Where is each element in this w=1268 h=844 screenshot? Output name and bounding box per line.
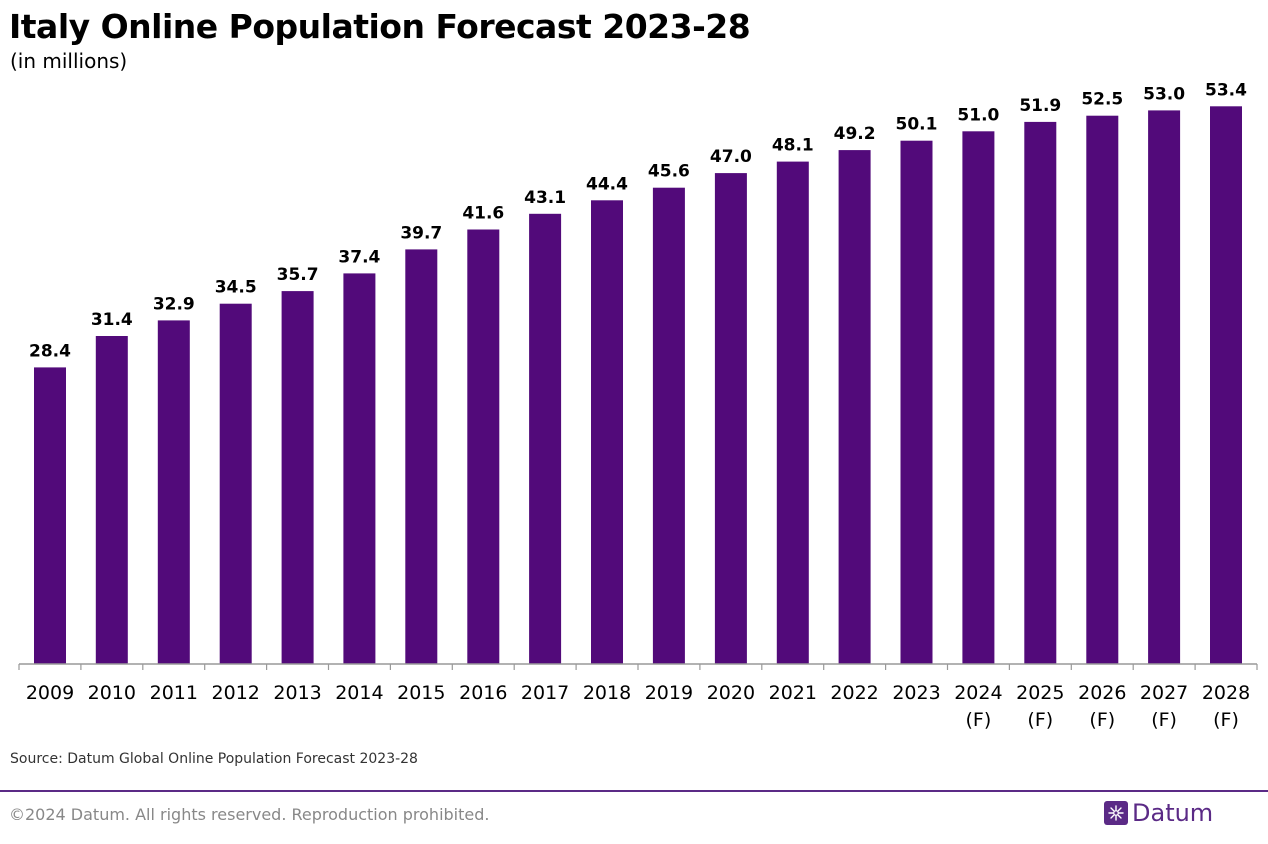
- x-tick-label-16-line2: (F): [1027, 709, 1053, 731]
- bar-15: [962, 131, 995, 665]
- value-label-1: 31.4: [91, 310, 133, 330]
- x-tick-label-10: 2019: [645, 682, 693, 704]
- x-tick-label-15-line2: (F): [966, 709, 992, 731]
- bar-8: [529, 213, 562, 665]
- value-label-9: 44.4: [586, 174, 628, 194]
- bar-13: [838, 150, 871, 665]
- value-label-7: 41.6: [462, 204, 504, 224]
- value-label-16: 51.9: [1019, 96, 1061, 116]
- bar-18: [1148, 110, 1181, 664]
- value-label-0: 28.4: [29, 341, 71, 361]
- bar-1: [95, 336, 128, 664]
- x-tick-label-16: 2025: [1016, 682, 1064, 704]
- x-tick-label-4: 2013: [273, 682, 321, 704]
- x-tick-label-18: 2027: [1140, 682, 1188, 704]
- x-tick-label-19: 2028: [1202, 682, 1250, 704]
- value-label-13: 49.2: [834, 124, 876, 144]
- footer-divider: [0, 790, 1268, 792]
- bar-3: [219, 303, 252, 664]
- bar-14: [900, 140, 933, 664]
- bar-16: [1024, 121, 1057, 664]
- x-tick-label-14: 2023: [892, 682, 940, 704]
- x-tick-label-0: 2009: [26, 682, 74, 704]
- copyright-text: ©2024 Datum. All rights reserved. Reprod…: [9, 805, 490, 824]
- x-tick-label-1: 2010: [88, 682, 136, 704]
- x-tick-label-18-line2: (F): [1151, 709, 1177, 731]
- value-label-10: 45.6: [648, 162, 690, 182]
- x-tick-label-3: 2012: [212, 682, 260, 704]
- x-tick-label-11: 2020: [707, 682, 755, 704]
- value-label-14: 50.1: [896, 115, 938, 135]
- x-tick-label-5: 2014: [335, 682, 383, 704]
- value-label-17: 52.5: [1081, 90, 1123, 110]
- x-tick-label-2: 2011: [150, 682, 198, 704]
- value-label-18: 53.0: [1143, 84, 1185, 104]
- bar-9: [591, 200, 623, 665]
- bar-17: [1086, 115, 1119, 664]
- bar-5: [343, 273, 376, 664]
- value-label-15: 51.0: [957, 105, 999, 125]
- value-label-12: 48.1: [772, 136, 814, 156]
- datum-logo-icon: [1104, 801, 1128, 825]
- value-label-19: 53.4: [1205, 80, 1247, 100]
- value-label-5: 37.4: [338, 247, 380, 267]
- bar-12: [776, 161, 809, 664]
- bar-6: [405, 249, 438, 664]
- value-label-8: 43.1: [524, 188, 566, 208]
- value-label-3: 34.5: [215, 278, 257, 298]
- x-tick-label-9: 2018: [583, 682, 631, 704]
- value-label-4: 35.7: [277, 265, 319, 285]
- bar-7: [467, 229, 500, 664]
- bar-4: [281, 291, 314, 664]
- x-tick-label-12: 2021: [769, 682, 817, 704]
- x-tick-label-8: 2017: [521, 682, 569, 704]
- x-tick-label-7: 2016: [459, 682, 507, 704]
- x-tick-label-17: 2026: [1078, 682, 1126, 704]
- value-label-6: 39.7: [400, 223, 442, 243]
- bar-2: [157, 320, 190, 664]
- x-tick-label-6: 2015: [397, 682, 445, 704]
- bar-11: [714, 173, 747, 664]
- brand-name: Datum: [1132, 799, 1214, 827]
- x-tick-label-15: 2024: [954, 682, 1002, 704]
- x-tick-label-19-line2: (F): [1213, 709, 1239, 731]
- x-tick-label-13: 2022: [830, 682, 878, 704]
- bar-10: [652, 187, 685, 664]
- chart-subtitle: (in millions): [10, 49, 128, 73]
- bar-19: [1210, 106, 1242, 665]
- source-note: Source: Datum Global Online Population F…: [10, 751, 418, 767]
- chart-title: Italy Online Population Forecast 2023-28: [9, 7, 751, 46]
- value-label-11: 47.0: [710, 147, 752, 167]
- x-tick-label-17-line2: (F): [1089, 709, 1115, 731]
- bar-chart: 28.4 2009 31.4 2010 32.9 2011 34.5 2012 35.7 2013…: [18, 80, 1258, 731]
- bar-0: [34, 367, 66, 664]
- brand-logo[interactable]: Datum: [1104, 799, 1213, 827]
- value-label-2: 32.9: [153, 294, 195, 314]
